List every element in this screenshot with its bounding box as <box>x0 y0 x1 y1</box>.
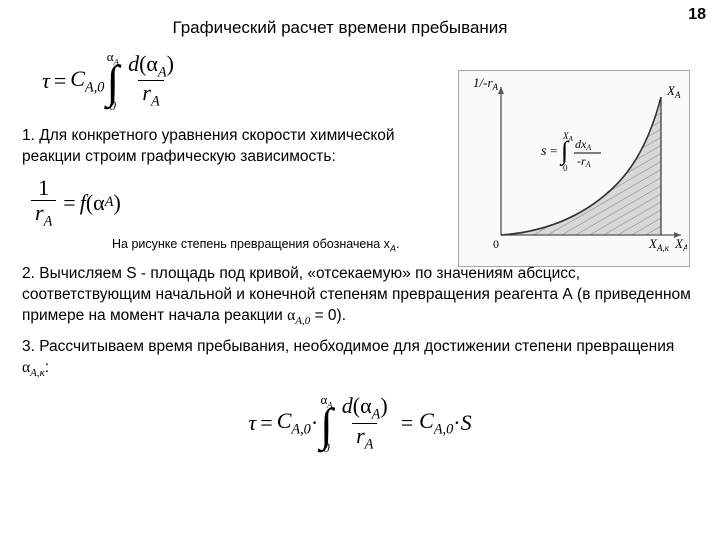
svg-text:-rA: -rA <box>577 154 591 169</box>
residence-time-graph: 1/-rA XA 0 XA,к XA s = XA ∫ 0 dxA -rA <box>458 70 690 267</box>
x-end-label: XA,к <box>648 236 670 253</box>
figure-caption: На рисунке степень превращения обозначен… <box>112 237 442 254</box>
equals: = <box>54 70 66 92</box>
svg-text:s: s <box>541 144 547 159</box>
c-a0: CA,0 <box>70 68 104 95</box>
page-title: Графический расчет времени пребывания <box>0 18 698 38</box>
y-axis-arrow <box>498 87 504 94</box>
paragraph-2: 2. Вычисляем S - площадь под кривой, «от… <box>22 264 698 329</box>
x-axis-label: XA <box>674 236 687 253</box>
svg-text:dxA: dxA <box>575 137 591 152</box>
svg-text:0: 0 <box>563 163 568 173</box>
paragraph-1: 1. Для конкретного уравнения скорости хи… <box>22 126 442 168</box>
s-integral-label: s = XA ∫ 0 dxA -rA <box>541 131 601 173</box>
integral: αA ∫ 0 <box>106 50 119 112</box>
x-end-top-label: XA <box>666 83 681 100</box>
paragraph-3: 3. Рассчитываем время пребывания, необхо… <box>22 337 698 381</box>
origin-label: 0 <box>493 237 499 251</box>
integrand: d(αA) rA <box>124 52 178 110</box>
equation-3: τ = CA,0 · αA ∫ 0 d(αA) rA = CA,0 · S <box>22 393 698 455</box>
tau: τ <box>42 70 50 92</box>
equation-2: 1 rA = f (αA) <box>28 176 442 230</box>
equation-1: τ = CA,0 αA ∫ 0 d(αA) rA <box>42 50 442 112</box>
svg-text:=: = <box>550 143 557 158</box>
y-axis-label: 1/-rA <box>473 75 499 92</box>
one-over-ra: 1 rA <box>31 176 56 230</box>
page-number: 18 <box>688 6 706 24</box>
